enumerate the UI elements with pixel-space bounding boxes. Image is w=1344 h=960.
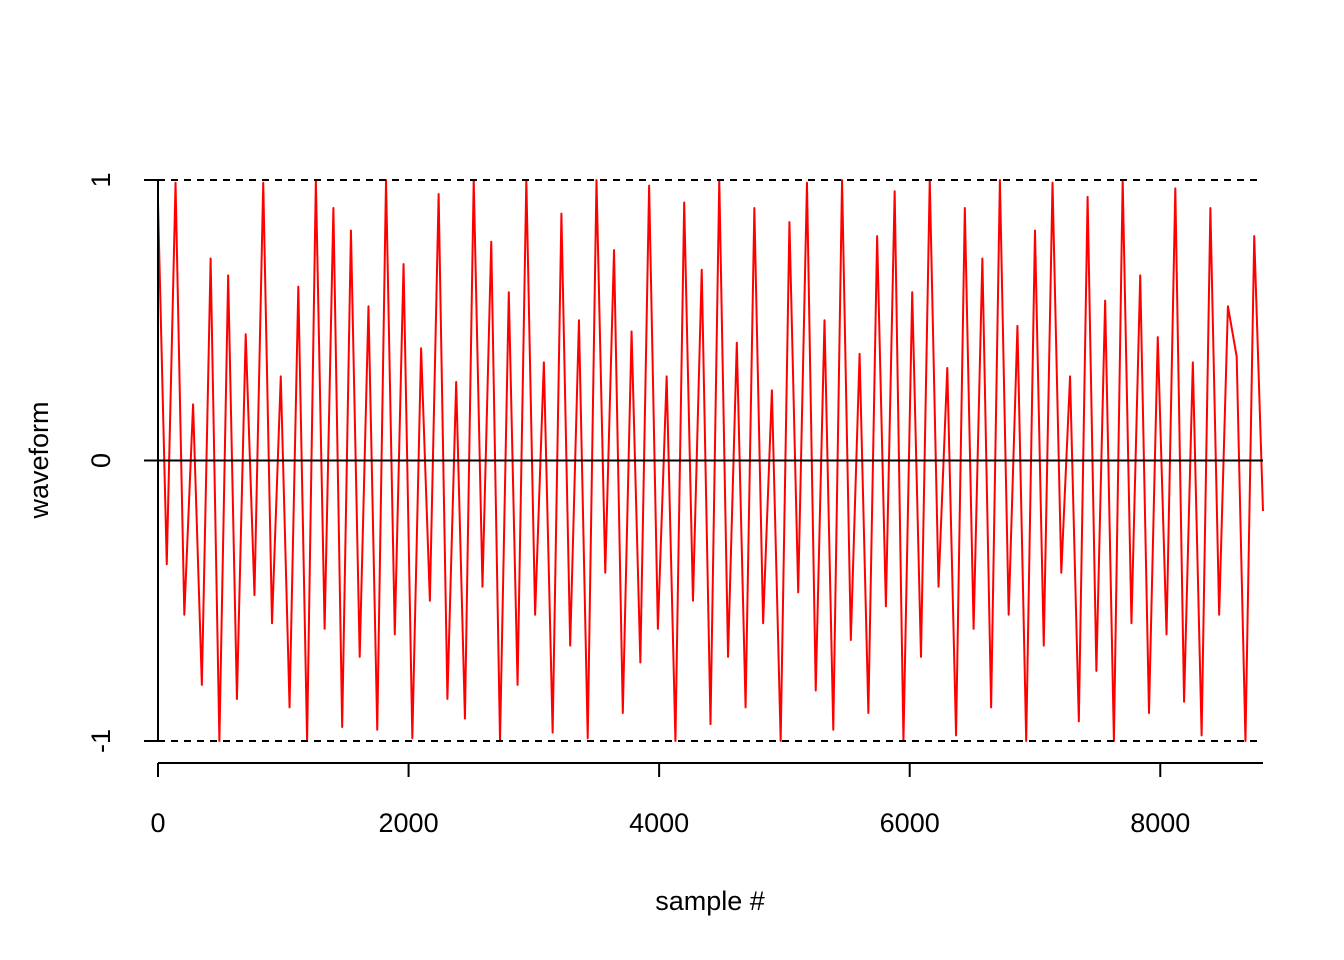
waveform-line bbox=[157, 179, 1264, 742]
y-tick-label: -1 bbox=[86, 729, 116, 753]
y-tick-label: 0 bbox=[86, 453, 116, 468]
x-axis-label: sample # bbox=[655, 886, 765, 916]
x-tick-label: 0 bbox=[150, 808, 165, 838]
x-tick-label: 8000 bbox=[1130, 808, 1190, 838]
x-tick-label: 6000 bbox=[880, 808, 940, 838]
x-tick-label: 4000 bbox=[629, 808, 689, 838]
y-axis-label: waveform bbox=[24, 401, 54, 519]
y-tick-label: 1 bbox=[86, 172, 116, 187]
x-tick-label: 2000 bbox=[379, 808, 439, 838]
